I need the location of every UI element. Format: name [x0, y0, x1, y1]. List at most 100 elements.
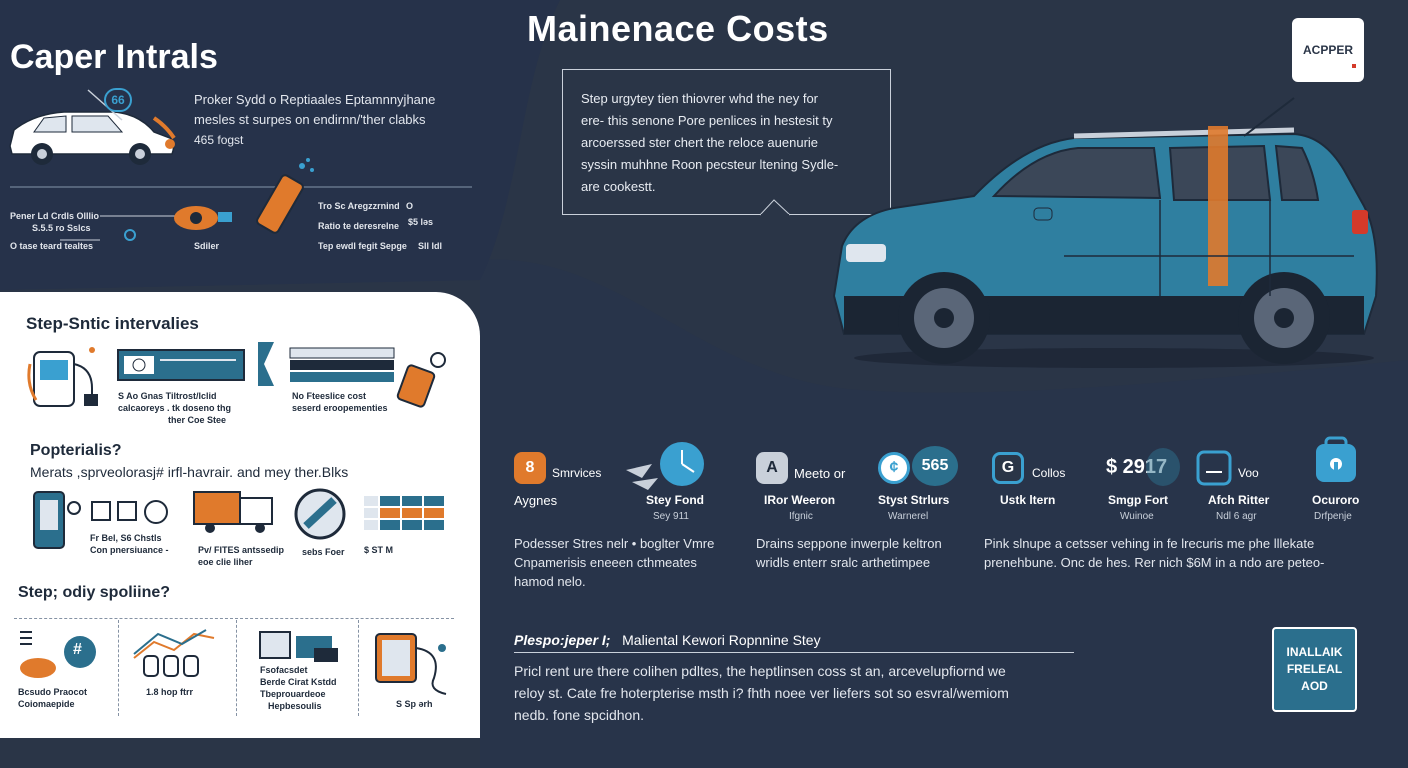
panel-row3-label-6: Tbeprouardeoe [260, 689, 326, 699]
intervals-panel: Step-Sntic intervalies S Ao Gnas Tiltros… [0, 292, 480, 738]
diagram-value-right-2: $5 ləs [408, 217, 434, 227]
panel-row3-label-7: Hepbesoulis [268, 701, 322, 711]
description-2-line-2: wridls enterr sralc arthetimpee [756, 555, 931, 570]
diagram-value-right-1: O [406, 201, 414, 211]
panel-row1-label-5: seserd eroopementies [292, 403, 388, 413]
panel-row3-label-5: Berde Cirat Kstdd [260, 677, 337, 687]
diagram-value-right-3: Sll ldl [418, 241, 443, 251]
stat-badge-styst: ¢ [878, 452, 910, 484]
diagram-connector-left [60, 215, 180, 241]
battery-icons [91, 500, 168, 524]
stat-sub-styst: Warnerel [888, 511, 929, 522]
panel-dashed-divider [14, 618, 454, 619]
callout-line-4: syssin muhhne Roon pecsteur ltening Sydl… [581, 157, 839, 172]
intro-subtext: 465 fogst [194, 133, 244, 147]
diagram-label-right-1: Tro Sc Aregzzrnind [318, 201, 400, 211]
clock-icon [626, 442, 704, 490]
stat-sub-ocuroro: Drfpenje [1314, 511, 1352, 522]
filter-icon [1196, 450, 1232, 486]
panel-row1-label-3: ther Coe Stee [168, 415, 227, 425]
lock-badge-icon [1316, 436, 1356, 482]
gauge-bar-icon [117, 349, 245, 381]
logo-accent [1352, 64, 1356, 68]
callout-pointer [760, 199, 791, 216]
intro-paragraph-line2: mesles st surpes on endirnn/'ther clabks [194, 112, 426, 127]
stat-badge-services-text: 8 [525, 459, 535, 476]
diagram-label-left-1: Pener Ld Crdls Olllio [10, 211, 100, 221]
bottom-underline [514, 652, 1074, 653]
stat-value-styst-text: 565 [921, 457, 949, 474]
panel-row3-label-8: S Sp ərh [396, 699, 433, 709]
stat-badge-meeto-text: A [766, 459, 778, 476]
diagram-label-middle: Sdiler [194, 241, 220, 251]
stat-sub-meeto: Ifgnic [789, 511, 813, 522]
description-1-line-1: Podesser Stres nelr • boglter Vmre [514, 536, 715, 551]
stat-label-voo: Voo [1238, 466, 1259, 480]
panel-row2-label-1: Fr Bel, S6 Chstls [90, 533, 162, 543]
panel-column-divider-1 [118, 620, 119, 716]
stat-label-services-2: Aygnes [514, 493, 558, 508]
description-2-line-1: Drains seppone inwerple keltron [756, 536, 942, 551]
stat-label-styst: Styst Strlurs [878, 493, 950, 507]
panel-row2-label-4: eoe clie liher [198, 557, 253, 567]
stat-badge-styst-text: ¢ [889, 459, 899, 476]
description-3: Pink slnupe a cetsser vehing in fe lrecu… [984, 534, 1394, 572]
stat-label-ustk-ltern: Ustk ltern [1000, 493, 1056, 507]
bottom-paragraph-line-3: nedb. fone spcidhon. [514, 707, 644, 723]
stat-badge-collos-text: G [1001, 459, 1015, 476]
trailer-icon [193, 491, 273, 533]
intro-badge-value: 66 [111, 93, 125, 107]
panel-row2-label-3: Pv/ FITES antssedip [198, 545, 285, 555]
oil-can-icon [396, 352, 446, 408]
logo-text: ACPPER [1302, 43, 1353, 57]
panel-row3-label-2: Coiomaepide [18, 699, 75, 709]
panel-row3-label-1: Bcsudo Praocot [18, 687, 88, 697]
description-1-line-3: hamod nelo. [514, 574, 586, 589]
bar-blocks-icon [364, 496, 444, 530]
cta-line-3: AOD [1301, 679, 1328, 693]
panel-column-divider-3 [358, 620, 359, 716]
callout-line-2: ere- this senone Pore penlices in hestes… [581, 113, 833, 128]
stat-badge-collos: G [992, 452, 1024, 484]
intro-badge: 66 [104, 88, 132, 112]
engine-part-icon [174, 206, 232, 230]
panel-heading-2: Popterialis? [30, 442, 122, 459]
description-1-line-2: Cnpamerisis eneeen cthmeates [514, 555, 697, 570]
stat-label-ocuroro: Ocuroro [1312, 493, 1360, 507]
panel-row1-label-1: S Ao Gnas Tiltrost/lclid [118, 391, 217, 401]
intro-paragraph: Proker Sydd o Reptiaales Eptamnnyjhane m… [194, 90, 484, 150]
diagram-label-right-2: Ratio te deresrelne [318, 221, 400, 231]
stat-value-smgp-ring [1146, 448, 1180, 486]
panel-heading-1: Step-Sntic intervalies [26, 314, 199, 333]
intro-paragraph-line1: Proker Sydd o Reptiaales Eptamnnyjhane [194, 92, 436, 107]
stat-label-services: Smrvices [552, 466, 602, 480]
brand-logo[interactable]: ACPPER [1292, 18, 1364, 82]
panel-heading-3: Step; odiy spoliine? [18, 584, 171, 601]
panel-row2-label-6: $ ST M [364, 545, 394, 555]
panel-row2-label-2: Con pnersiuance - [90, 545, 169, 555]
cta-line-2: FRELEAL [1286, 662, 1343, 676]
panel-column-divider-2 [236, 620, 237, 716]
cta-button[interactable]: INALLAIK FRELEAL AOD [1272, 627, 1357, 712]
bottom-heading-text: Maliental Kewori Ropnnine Stey [622, 632, 821, 648]
panel-row3-label-4: Fsofacsdet [260, 665, 308, 675]
panel-subheading-2: Merats ,sprveolorasj# irfl-havrair. and … [30, 464, 349, 480]
bottom-paragraph: Pricl rent ure there colihen pdltes, the… [514, 660, 1094, 726]
stat-label-iror-weeron: IRor Weeron [764, 493, 836, 507]
phone-device-icon [33, 491, 81, 549]
intro-title: Caper Intrals [10, 38, 218, 76]
panel-row1-label-2: calcaoreys . tk doseno thg [118, 403, 232, 413]
stat-badge-services: 8 [514, 452, 546, 484]
panel-row1-label-4: No Fteeslice cost [292, 391, 367, 401]
fuel-pump-icon [27, 347, 98, 407]
stat-label-afch-ritter: Afch Ritter [1208, 493, 1270, 507]
line-chart-tags-icon [133, 629, 215, 677]
stat-sub-smgp: Wuinoe [1120, 511, 1154, 522]
bottom-heading-italic: Plespo:jeper I; [514, 632, 611, 648]
description-3-line-2: prenehbune. Onc de hes. Rer nich $6M in … [984, 555, 1325, 570]
gear-tag-badge: # [73, 641, 82, 658]
stat-label-stey-fond: Stey Fond [646, 493, 705, 507]
small-car-illustration [9, 89, 176, 165]
stat-label-meeto: Meeto or [794, 466, 846, 481]
bottom-paragraph-line-2: reloy st. Cate fre hoterpterise msth i? … [514, 685, 1009, 701]
